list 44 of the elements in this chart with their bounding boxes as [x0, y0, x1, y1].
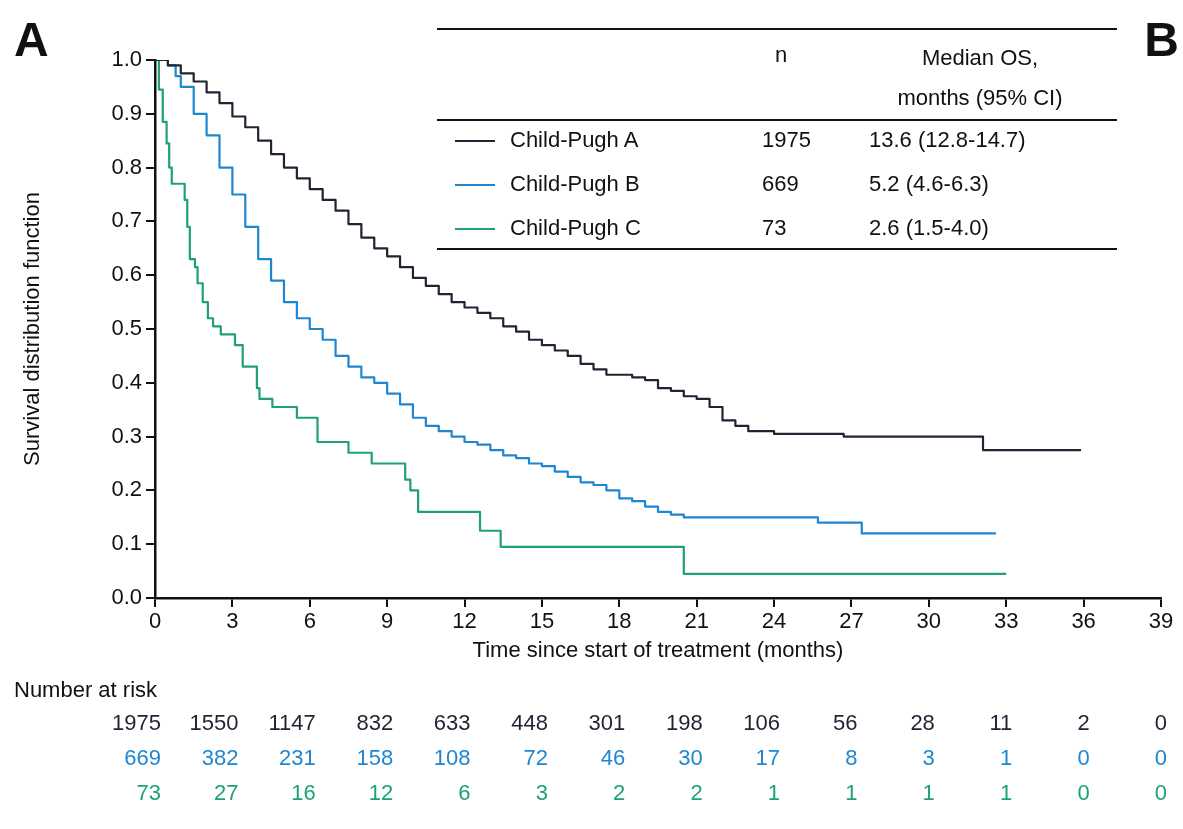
- text: Number at risk: [14, 677, 158, 703]
- x-tick-label: 6: [303, 608, 316, 634]
- y-tick-label: 0.5: [111, 315, 142, 341]
- x-tick-label: 9: [381, 608, 394, 634]
- x-tick-label: 39: [1148, 608, 1174, 634]
- annotation: 13.6 (12.8-14.7): [869, 127, 1026, 153]
- annotation: Median OS, months (95% CI): [896, 44, 1064, 112]
- annotation: 669: [762, 171, 799, 197]
- annotation: B: [1144, 13, 1179, 66]
- x-tick-label: 33: [993, 608, 1019, 634]
- x-tick-label: 18: [607, 608, 632, 634]
- x-tick-label: 30: [916, 608, 942, 634]
- legend-label: Child-Pugh B: [510, 171, 640, 197]
- annotation: 5.2 (4.6-6.3): [869, 171, 989, 197]
- text: A: [14, 13, 49, 66]
- annotation: 73: [762, 215, 787, 241]
- annotation: 2.6 (1.5-4.0): [869, 215, 989, 241]
- text: 73 27 16 12 6 3 2 2 1 1 1 1 0 0: [136, 780, 1167, 805]
- x-tick-label: 36: [1071, 608, 1096, 634]
- y-tick-label: 0.8: [111, 153, 142, 179]
- annotation: n: [775, 42, 788, 68]
- y-axis-title: Survival distribution function: [19, 192, 45, 466]
- x-tick-label: 15: [529, 608, 555, 634]
- legend-label: Child-Pugh C: [510, 215, 641, 241]
- y-tick-label: 0.1: [111, 530, 142, 556]
- y-tick-label: 0.0: [111, 584, 142, 610]
- x-axis-title: Time since start of treatment (months): [472, 636, 844, 662]
- x-tick-label: 27: [839, 608, 864, 634]
- y-tick-label: 0.4: [111, 368, 142, 394]
- y-tick-label: 0.3: [111, 422, 142, 448]
- annotation: 1975: [762, 127, 811, 153]
- y-tick-label: 1.0: [111, 46, 142, 72]
- y-tick-label: 0.9: [111, 99, 142, 125]
- y-tick-label: 0.6: [111, 261, 142, 287]
- legend-label: Child-Pugh A: [510, 127, 639, 153]
- y-tick-label: 0.2: [111, 476, 142, 502]
- text: 669 382 231 158 108 72 46 30 17 8 3 1 0 0: [124, 745, 1167, 770]
- x-tick-label: 3: [226, 608, 239, 634]
- x-tick-label: 24: [761, 608, 787, 634]
- y-tick-label: 0.7: [111, 207, 142, 233]
- x-tick-label: 0: [148, 608, 162, 634]
- text: 1975 1550 1147 832 633 448 301 198 106 56 28 11 2 0: [112, 710, 1167, 735]
- x-tick-label: 12: [452, 608, 477, 634]
- x-tick-label: 21: [684, 608, 709, 634]
